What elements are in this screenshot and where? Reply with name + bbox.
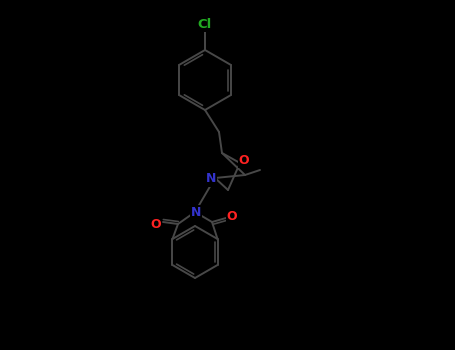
Text: Cl: Cl xyxy=(198,18,212,30)
Text: O: O xyxy=(227,210,238,223)
Text: N: N xyxy=(191,205,201,218)
Text: O: O xyxy=(239,154,249,167)
Text: N: N xyxy=(206,173,216,186)
Text: O: O xyxy=(151,217,162,231)
